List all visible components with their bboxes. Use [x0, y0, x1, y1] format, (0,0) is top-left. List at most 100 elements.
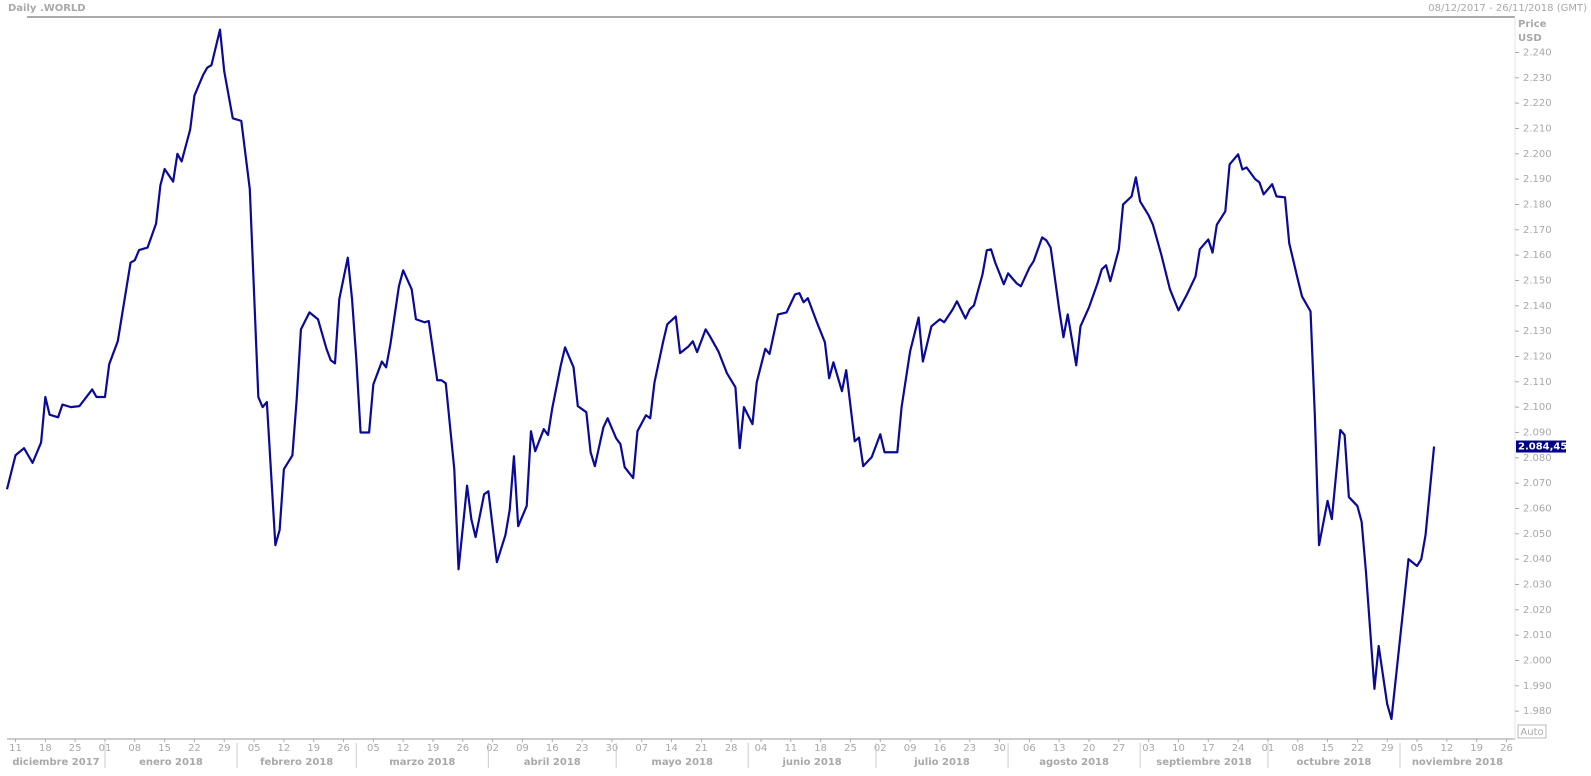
y-tick-label: 2.010	[1523, 630, 1552, 641]
x-tick-label: 11	[9, 743, 22, 754]
y-tick-label: 2.090	[1523, 427, 1552, 438]
x-tick-label: 16	[934, 743, 947, 754]
x-tick-label: 02	[874, 743, 887, 754]
y-tick-label: 2.140	[1523, 301, 1552, 312]
x-tick-label: 05	[367, 743, 380, 754]
y-tick-label: 2.190	[1523, 174, 1552, 185]
x-tick-label: 05	[248, 743, 261, 754]
x-tick-label: 19	[427, 743, 440, 754]
x-tick-label: 02	[486, 743, 499, 754]
auto-button[interactable]	[1517, 724, 1547, 739]
y-tick-label: 2.020	[1523, 605, 1552, 616]
x-tick-label: 03	[1142, 743, 1155, 754]
x-tick-label: 25	[69, 743, 82, 754]
x-tick-label: 24	[1232, 743, 1245, 754]
x-tick-label: 05	[1411, 743, 1424, 754]
x-tick-label: 15	[158, 743, 171, 754]
y-tick-label: 2.120	[1523, 351, 1552, 362]
x-tick-label: 23	[963, 743, 976, 754]
y-tick-label: 2.000	[1523, 655, 1552, 666]
x-tick-label: 29	[218, 743, 231, 754]
y-axis-label: Price	[1518, 19, 1547, 30]
y-tick-label: 2.160	[1523, 250, 1552, 261]
price-line	[5, 28, 1436, 721]
x-tick-label: 10	[1172, 743, 1185, 754]
x-tick-label: 06	[1023, 743, 1036, 754]
y-tick-label: 2.180	[1523, 199, 1552, 210]
current-price-label: 2.084,45	[1518, 442, 1567, 453]
month-label: diciembre 2017	[12, 757, 99, 768]
x-tick-label: 16	[546, 743, 559, 754]
y-tick-label: 2.150	[1523, 275, 1552, 286]
month-label: octubre 2018	[1297, 757, 1372, 768]
x-tick-label: 30	[606, 743, 619, 754]
x-tick-label: 15	[1321, 743, 1334, 754]
x-tick-label: 17	[1202, 743, 1215, 754]
month-label: julio 2018	[913, 757, 970, 768]
x-tick-label: 19	[307, 743, 320, 754]
month-label: septiembre 2018	[1156, 757, 1252, 768]
x-tick-label: 12	[1440, 743, 1453, 754]
x-tick-label: 12	[397, 743, 410, 754]
y-tick-label: 2.200	[1523, 149, 1552, 160]
y-tick-label: 2.030	[1523, 579, 1552, 590]
y-tick-label: 2.170	[1523, 225, 1552, 236]
x-tick-label: 22	[188, 743, 201, 754]
x-tick-label: 04	[755, 743, 768, 754]
y-tick-label: 2.240	[1523, 47, 1552, 58]
x-tick-label: 26	[456, 743, 469, 754]
x-tick-label: 08	[128, 743, 141, 754]
x-tick-label: 23	[576, 743, 589, 754]
month-label: mayo 2018	[651, 757, 713, 768]
x-tick-label: 19	[1470, 743, 1483, 754]
y-axis-unit: USD	[1518, 33, 1542, 44]
x-tick-label: 22	[1351, 743, 1364, 754]
x-tick-label: 26	[337, 743, 350, 754]
x-tick-label: 26	[1500, 743, 1513, 754]
y-tick-label: 2.230	[1523, 73, 1552, 84]
y-tick-label: 2.060	[1523, 503, 1552, 514]
y-tick-label: 2.210	[1523, 123, 1552, 134]
y-tick-label: 2.070	[1523, 478, 1552, 489]
x-tick-label: 09	[516, 743, 529, 754]
x-tick-label: 21	[695, 743, 708, 754]
y-tick-label: 1.990	[1523, 681, 1552, 692]
date-range: 08/12/2017 - 26/11/2018 (GMT)	[1428, 3, 1587, 14]
x-tick-label: 11	[784, 743, 797, 754]
current-price-box	[1516, 440, 1566, 453]
chart-title: Daily .WORLD	[8, 3, 86, 14]
x-tick-label: 18	[814, 743, 827, 754]
month-label: enero 2018	[139, 757, 203, 768]
y-tick-label: 2.080	[1523, 453, 1552, 464]
x-tick-label: 12	[278, 743, 291, 754]
x-tick-label: 20	[1083, 743, 1096, 754]
month-label: junio 2018	[781, 757, 841, 768]
x-tick-label: 13	[1053, 743, 1066, 754]
y-tick-label: 2.050	[1523, 529, 1552, 540]
x-tick-label: 29	[1381, 743, 1394, 754]
x-tick-label: 30	[993, 743, 1006, 754]
month-label: noviembre 2018	[1412, 757, 1503, 768]
y-tick-label: 2.040	[1523, 554, 1552, 565]
month-label: abril 2018	[524, 757, 581, 768]
month-label: agosto 2018	[1039, 757, 1109, 768]
x-tick-label: 28	[725, 743, 738, 754]
y-tick-label: 2.220	[1523, 98, 1552, 109]
x-tick-label: 07	[635, 743, 648, 754]
auto-button-label[interactable]: Auto	[1520, 727, 1543, 738]
x-tick-label: 09	[904, 743, 917, 754]
x-tick-label: 18	[39, 743, 52, 754]
x-tick-label: 25	[844, 743, 857, 754]
y-tick-label: 2.110	[1523, 377, 1552, 388]
y-tick-label: 1.980	[1523, 706, 1552, 717]
y-tick-label: 2.130	[1523, 326, 1552, 337]
x-tick-label: 08	[1291, 743, 1304, 754]
month-label: marzo 2018	[389, 757, 455, 768]
month-label: febrero 2018	[260, 757, 333, 768]
y-tick-label: 2.100	[1523, 402, 1552, 413]
x-tick-label: 27	[1112, 743, 1125, 754]
x-tick-label: 14	[665, 743, 678, 754]
